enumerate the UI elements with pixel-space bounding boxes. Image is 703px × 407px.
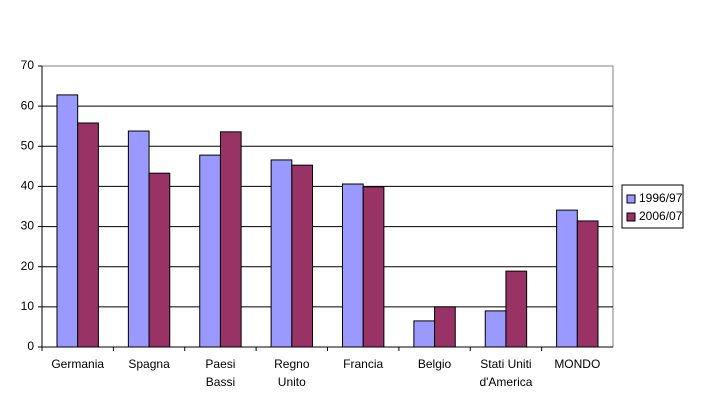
y-tick-label: 0	[27, 339, 34, 353]
bar	[77, 122, 99, 348]
x-tick-label: Spagna	[128, 357, 170, 371]
legend-label: 1996/97	[639, 191, 683, 205]
bar	[505, 270, 528, 348]
x-tick-label: MONDO	[554, 357, 600, 371]
bar	[413, 320, 436, 348]
bar	[576, 220, 599, 348]
y-tick-label: 50	[21, 138, 35, 152]
x-tick-label: Germania	[51, 357, 104, 371]
bar	[270, 159, 293, 348]
bar	[127, 130, 150, 348]
bar	[484, 310, 507, 348]
bar	[362, 186, 385, 348]
bar	[199, 154, 221, 348]
legend-swatch	[626, 212, 636, 222]
bar	[434, 306, 456, 348]
y-tick-label: 30	[21, 219, 35, 233]
x-tick-label: Regno	[274, 357, 310, 371]
x-tick-label: Unito	[278, 375, 306, 389]
x-tick-label: Bassi	[206, 375, 235, 389]
plot-area	[41, 65, 614, 348]
y-tick-label: 60	[21, 98, 35, 112]
bar	[219, 131, 242, 348]
bar	[148, 172, 171, 348]
legend-swatch	[626, 194, 636, 204]
bar	[341, 183, 364, 348]
x-tick-label: d'America	[479, 375, 532, 389]
x-tick-label: Francia	[343, 357, 383, 371]
x-tick-label: Belgio	[418, 357, 452, 371]
y-tick-label: 20	[21, 259, 35, 273]
y-tick-label: 70	[21, 58, 35, 72]
bar	[56, 94, 79, 348]
x-tick-label: Paesi	[205, 357, 235, 371]
y-tick-label: 10	[21, 299, 35, 313]
x-tick-label: Stati Uniti	[480, 357, 531, 371]
bar	[291, 164, 314, 348]
bar	[556, 209, 578, 348]
legend-label: 2006/07	[639, 209, 683, 223]
y-tick-label: 40	[21, 179, 35, 193]
